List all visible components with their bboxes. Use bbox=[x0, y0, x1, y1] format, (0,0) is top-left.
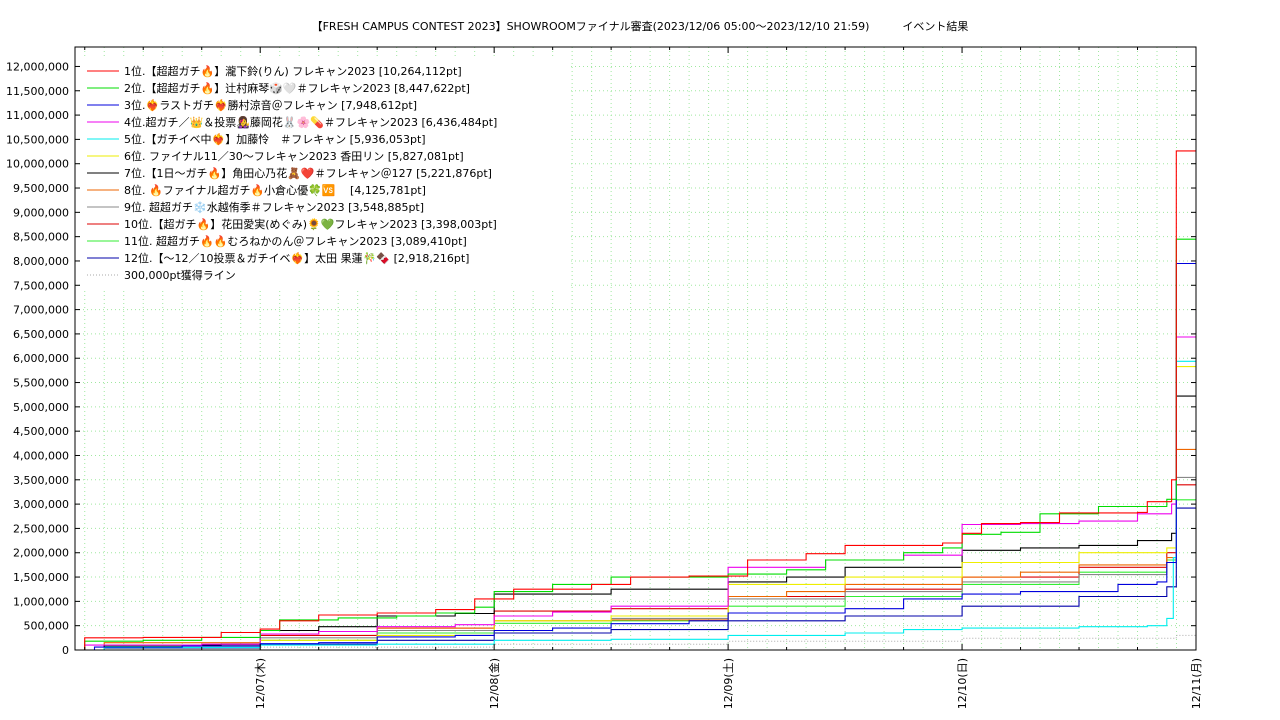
series-line-3 bbox=[75, 262, 1196, 651]
legend-label: 3位.❤️‍🔥ラストガチ❤️‍🔥勝村涼音＠フレキャン [7,948,612pt] bbox=[124, 98, 417, 112]
legend-label: 300,000pt獲得ライン bbox=[124, 269, 236, 282]
y-tick-label: 5,000,000 bbox=[13, 401, 69, 414]
x-tick-label: 12/09(土) bbox=[722, 658, 735, 709]
series-line-1 bbox=[75, 150, 1196, 651]
legend-background bbox=[80, 57, 568, 290]
legend-label: 10位.【超ガチ🔥】花田愛実(めぐみ)🌻💚フレキャン2023 [3,398,00… bbox=[124, 217, 497, 231]
series-layer bbox=[75, 150, 1196, 651]
legend-label: 8位. 🔥ファイナル超ガチ🔥小倉心優🍀🆚 [4,125,781pt] bbox=[124, 183, 426, 197]
series-line-2 bbox=[75, 238, 1196, 651]
legend-label: 9位. 超超ガチ❄️水越侑季＃フレキャン2023 [3,548,885pt] bbox=[124, 200, 424, 214]
legend-label: 11位. 超超ガチ🔥🔥むろねかのん＠フレキャン2023 [3,089,410pt… bbox=[124, 234, 467, 248]
y-tick-label: 8,500,000 bbox=[13, 231, 69, 244]
y-tick-label: 9,000,000 bbox=[13, 206, 69, 219]
series-line-6 bbox=[75, 366, 1196, 651]
series-line-5 bbox=[75, 360, 1196, 651]
y-tick-label: 3,000,000 bbox=[13, 498, 69, 511]
series-line-12 bbox=[75, 507, 1196, 651]
y-tick-label: 4,500,000 bbox=[13, 425, 69, 438]
y-tick-label: 4,000,000 bbox=[13, 449, 69, 462]
legend-label: 12位.【〜12／10投票＆ガチイベ❤️‍🔥】太田 果蓮🎋🍫 [2,918,21… bbox=[124, 251, 469, 265]
reference-line bbox=[75, 634, 1196, 651]
y-tick-label: 2,000,000 bbox=[13, 547, 69, 560]
legend-label: 7位.【1日〜ガチ🔥】角田心乃花🧸❤️＃フレキャン＠127 [5,221,876… bbox=[124, 166, 492, 180]
y-tick-label: 0 bbox=[62, 644, 69, 657]
y-tick-label: 8,000,000 bbox=[13, 255, 69, 268]
x-axis: 12/07(木) 12/08(金) 12/09(土) 12/10(日) 12/11(月) bbox=[84, 47, 1203, 709]
y-tick-label: 9,500,000 bbox=[13, 182, 69, 195]
y-tick-label: 6,500,000 bbox=[13, 328, 69, 341]
y-tick-label: 7,000,000 bbox=[13, 304, 69, 317]
legend: 1位.【超超ガチ🔥】瀧下鈴(りん) フレキャン2023 [10,264,112p… bbox=[87, 64, 497, 282]
legend-label: 6位. ファイナル11／30〜フレキャン2023 香田リン [5,827,081… bbox=[124, 149, 464, 163]
plot-frame bbox=[74, 46, 1197, 651]
x-tick-label: 12/10(日) bbox=[956, 658, 969, 709]
y-tick-label: 5,500,000 bbox=[13, 377, 69, 390]
legend-label: 1位.【超超ガチ🔥】瀧下鈴(りん) フレキャン2023 [10,264,112p… bbox=[124, 64, 462, 78]
y-tick-label: 11,000,000 bbox=[6, 109, 69, 122]
y-tick-label: 500,000 bbox=[24, 620, 70, 633]
legend-label: 5位.【ガチイベ中❤️‍🔥】加藤怜 ＃フレキャン [5,936,053pt] bbox=[124, 132, 426, 146]
series-line-4 bbox=[75, 336, 1196, 651]
x-tick-label: 12/07(木) bbox=[254, 658, 267, 709]
y-tick-label: 2,500,000 bbox=[13, 522, 69, 535]
y-tick-label: 12,000,000 bbox=[6, 60, 69, 73]
y-tick-label: 1,000,000 bbox=[13, 595, 69, 608]
x-tick-label: 12/08(金) bbox=[487, 658, 501, 709]
y-tick-label: 3,500,000 bbox=[13, 474, 69, 487]
y-axis: 0 500,000 1,000,000 1,500,000 2,000,000 2,500… bbox=[6, 60, 1196, 657]
legend-label: 2位.【超超ガチ🔥】辻村麻琴🎲🤍＃フレキャン2023 [8,447,622pt] bbox=[124, 81, 470, 95]
y-tick-label: 10,500,000 bbox=[6, 133, 69, 146]
y-tick-label: 11,500,000 bbox=[6, 85, 69, 98]
x-tick-label: 12/11(月) bbox=[1190, 658, 1203, 709]
legend-label: 4位.超ガチ／👑＆投票👩‍🎤藤岡花🐰🌸💊＃フレキャン2023 [6,436,48… bbox=[124, 115, 497, 129]
y-tick-label: 10,000,000 bbox=[6, 158, 69, 171]
y-tick-label: 6,000,000 bbox=[13, 352, 69, 365]
chart-title: 【FRESH CAMPUS CONTEST 2023】SHOWROOMファイナル… bbox=[311, 20, 969, 33]
y-tick-label: 7,500,000 bbox=[13, 279, 69, 292]
y-tick-label: 1,500,000 bbox=[13, 571, 69, 584]
